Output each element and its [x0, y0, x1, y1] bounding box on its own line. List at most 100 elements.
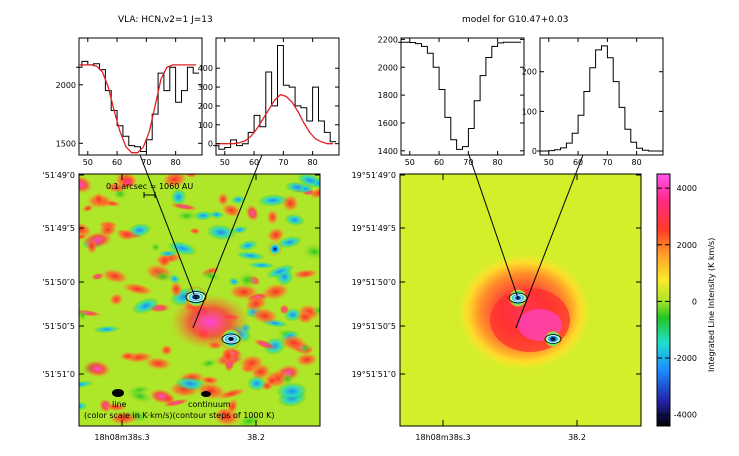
colorbar-tick-label: 0	[692, 297, 697, 306]
colorbar-tick-label: -4000	[674, 411, 697, 420]
right-title: model for G10.47+0.03	[462, 15, 568, 25]
noise-blob	[236, 271, 258, 290]
colorbar-tick-label: -2000	[674, 354, 697, 363]
noise-blob	[279, 304, 290, 315]
noise-blob	[216, 388, 247, 400]
noise-blob	[266, 227, 285, 243]
spectrum-model-obs-absorption	[79, 64, 197, 154]
noise-blob	[193, 210, 213, 221]
scale-label: 0.1 arcsec = 1060 AU	[106, 182, 193, 191]
noise-blob	[82, 204, 94, 213]
noise-blob	[209, 210, 224, 219]
noise-blob	[105, 403, 127, 411]
xtick-label-model-emission: 50	[544, 158, 554, 167]
noise-blob	[174, 209, 199, 222]
legend-line-label: line	[112, 400, 127, 409]
xtick-label-obs-absorption: 50	[83, 158, 93, 167]
ytick-label-model-absorption: 1600	[378, 119, 398, 128]
colorbar	[656, 173, 671, 427]
noise-blob	[231, 195, 246, 204]
ytick-label-obs-absorption: 1500	[56, 139, 76, 148]
noise-blob	[312, 304, 320, 317]
dec-label-right: 19°51′50″5	[352, 322, 396, 331]
xtick-label-model-absorption: 50	[405, 158, 415, 167]
colorbar-tick-label: 2000	[677, 241, 697, 250]
connector-obs-emission	[192, 154, 263, 329]
left-title: VLA: HCN,v2=1 J=13	[118, 15, 213, 25]
xtick-label-obs-emission: 70	[278, 158, 288, 167]
noise-blob	[162, 398, 190, 408]
ytick-label-model-absorption: 2200	[378, 35, 398, 44]
dec-label-right: 19°51′49″5	[352, 224, 396, 233]
noise-blob	[152, 270, 174, 283]
noise-blob	[162, 174, 188, 189]
noise-blob	[170, 281, 183, 298]
source-c-color	[268, 242, 282, 256]
noise-blob	[116, 229, 137, 241]
noise-blob	[91, 272, 105, 281]
ra-label-main: 18h08m38s.3	[94, 433, 149, 442]
ra-label-main: 18h08m38s.3	[415, 433, 470, 442]
noise-blob	[266, 209, 279, 225]
noise-blob	[292, 269, 319, 279]
noise-blob	[275, 382, 308, 400]
xtick-label-obs-emission: 80	[308, 158, 318, 167]
model-map-frame	[399, 173, 642, 427]
noise-blob	[93, 192, 105, 206]
noise-blob	[280, 372, 295, 386]
dec-label-left: ’51′51″0	[42, 370, 75, 379]
noise-blob	[149, 241, 162, 253]
xtick-label-obs-emission: 50	[220, 158, 230, 167]
noise-blob	[158, 250, 178, 257]
noise-blob	[121, 282, 154, 296]
noise-blob	[250, 307, 279, 325]
noise-blob	[198, 357, 220, 369]
noise-blob	[157, 253, 172, 268]
noise-blob	[79, 175, 93, 194]
connector-model-emission	[515, 154, 584, 329]
noise-blob	[297, 184, 314, 193]
noise-blob	[79, 309, 88, 322]
noise-blob	[93, 325, 120, 334]
noise-blob	[119, 351, 137, 361]
noise-blob	[132, 297, 160, 315]
noise-blob	[169, 202, 199, 211]
ra-label-minor: 38.2	[568, 433, 586, 442]
ytick-label-obs-emission: 100	[198, 121, 213, 130]
noise-blob	[228, 277, 240, 286]
noise-blob	[277, 236, 302, 249]
xtick-label-model-emission: 70	[602, 158, 612, 167]
spectrum-model-emission	[537, 45, 661, 152]
ytick-label-model-absorption: 1800	[378, 91, 398, 100]
map-axes: ’51′49″0 19°51′49″0 ’51′49″5 19°51′49″5 ’51′…	[42, 171, 641, 442]
xtick-label-obs-absorption: 60	[112, 158, 122, 167]
noise-blob	[109, 293, 124, 306]
noise-blob	[206, 224, 236, 241]
noise-blob	[98, 222, 117, 237]
noise-blob	[221, 347, 235, 365]
noise-blob	[231, 225, 248, 234]
noise-blob	[189, 227, 201, 235]
source-b-color	[220, 328, 242, 350]
noise-blob	[298, 342, 312, 354]
ytick-label-obs-absorption: 2000	[56, 81, 76, 90]
model-map	[400, 174, 641, 426]
dec-label-right: 19°51′49″0	[352, 171, 396, 180]
xtick-label-model-absorption: 70	[463, 158, 473, 167]
noise-blob	[125, 388, 155, 404]
noise-blob	[248, 262, 275, 269]
ra-label-minor: 38.2	[247, 433, 265, 442]
ytick-label-model-absorption: 1400	[378, 147, 398, 156]
noise-blob	[199, 269, 222, 282]
ytick-label-model-emission: 200	[522, 68, 537, 77]
noise-blob	[296, 310, 314, 324]
spectrum-model-absorption	[398, 41, 522, 150]
noise-blob	[265, 264, 295, 279]
xtick-label-model-absorption: 60	[434, 158, 444, 167]
ytick-label-model-emission: 0	[532, 147, 537, 156]
noise-blob	[295, 352, 318, 367]
noise-blob	[145, 357, 172, 370]
noise-blob	[213, 408, 241, 426]
dec-label-right: 19°51′50″0	[352, 278, 396, 287]
